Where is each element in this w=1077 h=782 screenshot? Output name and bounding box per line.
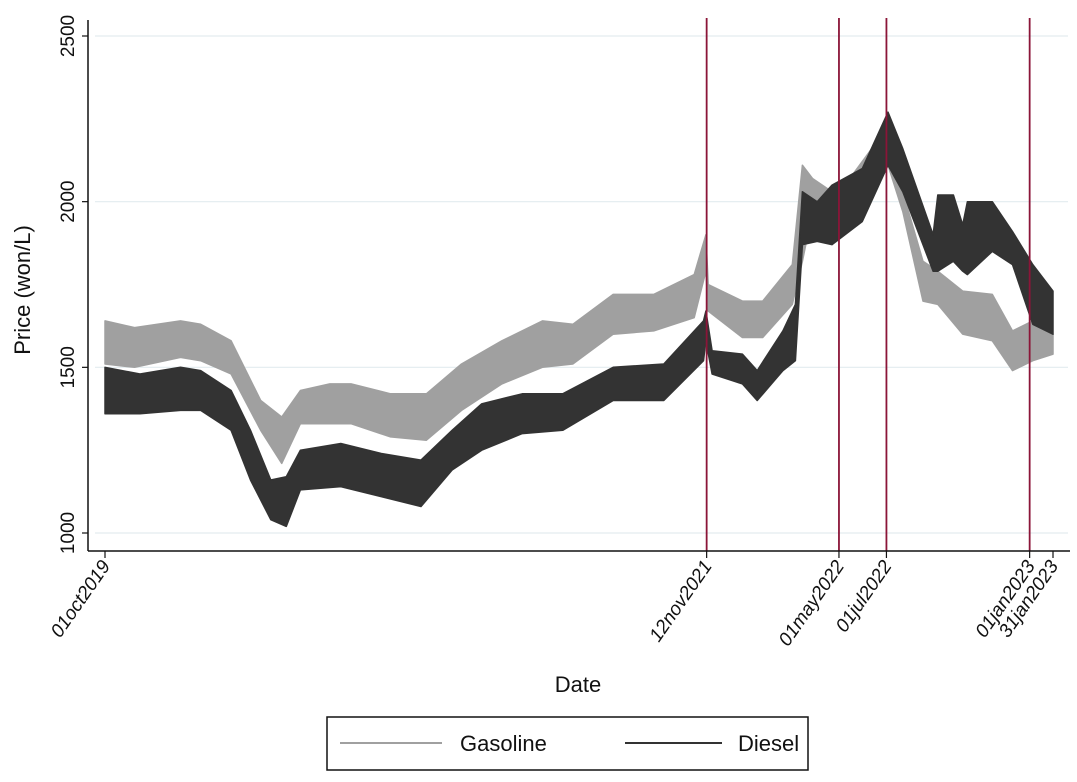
- y-axis-title: Price (won/L): [10, 225, 35, 355]
- x-tick-label: 01oct2019: [47, 556, 115, 641]
- legend-label-gasoline: Gasoline: [460, 731, 547, 756]
- legend: Gasoline Diesel: [326, 716, 809, 771]
- series-band-diesel: [104, 111, 1054, 528]
- series-bands: [104, 111, 1054, 528]
- series-band-gasoline: [104, 147, 1054, 465]
- y-tick-label: 1500: [58, 346, 79, 388]
- legend-label-diesel: Diesel: [738, 731, 799, 756]
- x-tick-label: 01may2022: [775, 556, 849, 650]
- x-tick-label: 12nov2021: [646, 557, 717, 646]
- x-axis-title: Date: [555, 672, 601, 697]
- y-tick-label: 2000: [58, 181, 79, 223]
- gridlines: [95, 35, 1068, 534]
- y-tick-label: 1000: [58, 512, 79, 554]
- event-lines: [705, 18, 1031, 551]
- y-tick-label: 2500: [58, 15, 79, 57]
